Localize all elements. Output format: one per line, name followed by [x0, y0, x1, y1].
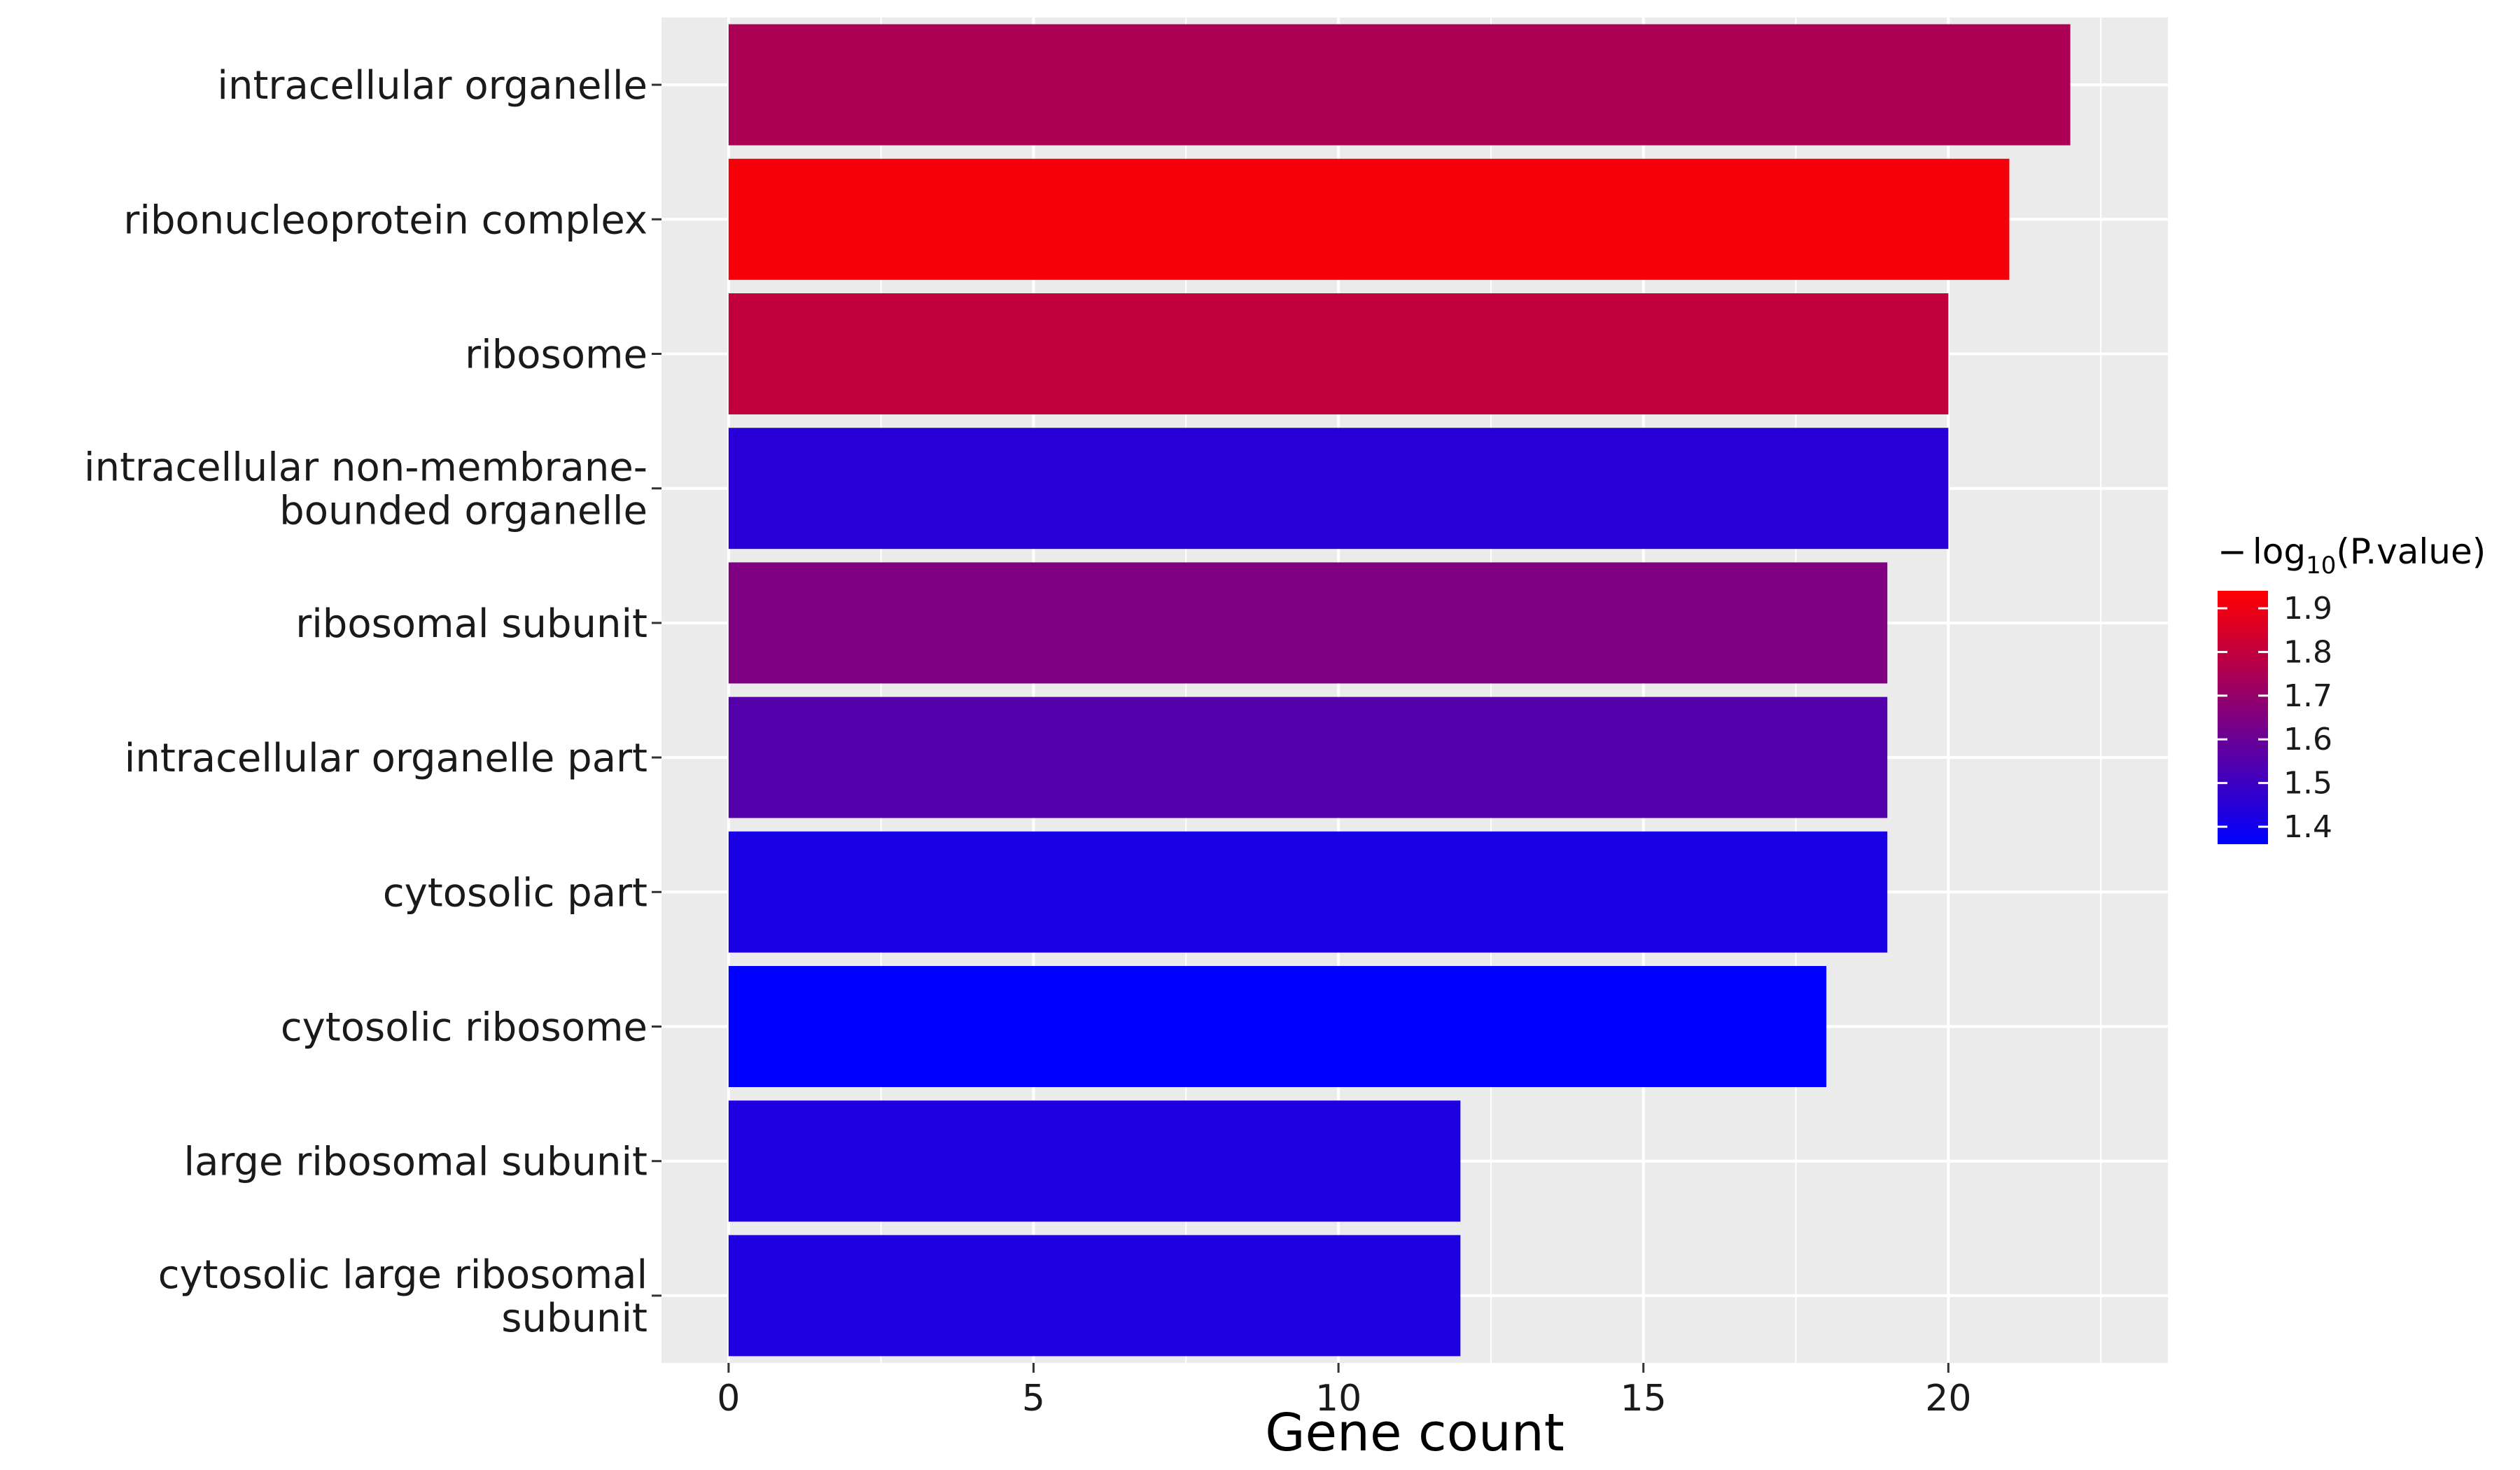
y-tick-label: ribosome [465, 332, 648, 378]
legend-tick-label: 1.8 [2283, 634, 2332, 670]
bar [728, 1235, 1461, 1357]
bar [728, 966, 1827, 1087]
y-tick-label: ribosomal subunit [295, 601, 648, 647]
legend-title-arg: (P.value) [2336, 531, 2486, 572]
legend-title: − log10(P.value) [2218, 531, 2486, 580]
legend-tick-label: 1.5 [2283, 766, 2332, 802]
x-axis-label: Gene count [1265, 1403, 1564, 1463]
x-tick-label: 5 [1022, 1378, 1045, 1420]
color-legend: − log10(P.value) 1.9 1.8 1.7 1.6 1.5 1.4 [2218, 531, 2486, 845]
legend-tick-label: 1.7 [2283, 678, 2332, 714]
bar [728, 562, 1888, 684]
bar [728, 428, 1949, 550]
y-tick-label: intracellular organelle [217, 63, 648, 108]
legend-title-log: log [2253, 531, 2306, 572]
bar [728, 158, 2010, 280]
bar [728, 1100, 1461, 1222]
y-tick-label: cytosolic ribosome [281, 1005, 648, 1051]
y-tick-label: intracellular organelle part [125, 736, 648, 781]
bar [728, 696, 1888, 818]
legend-tick-label: 1.4 [2283, 809, 2332, 845]
x-tick-label: 0 [717, 1378, 740, 1420]
x-tick-label: 20 [1925, 1378, 1971, 1420]
y-tick-label: cytosolic part [383, 870, 648, 916]
legend-title-prefix: − [2218, 531, 2247, 572]
y-tick-label: cytosolic large ribosomal subunit [158, 1252, 648, 1341]
x-tick-label: 10 [1315, 1378, 1362, 1420]
bar [728, 24, 2071, 146]
bar [728, 293, 1949, 414]
y-tick-label: intracellular non-membrane-bounded organ… [84, 445, 648, 534]
legend-tick-label: 1.6 [2283, 722, 2332, 757]
legend-tick-label: 1.9 [2283, 591, 2332, 626]
y-tick-label: ribonucleoprotein complex [123, 197, 648, 243]
x-tick-label: 15 [1620, 1378, 1667, 1420]
legend-colorbar [2218, 591, 2268, 844]
bar [728, 831, 1888, 953]
legend-title-base: 10 [2306, 552, 2336, 580]
y-tick-label: large ribosomal subunit [184, 1140, 648, 1185]
